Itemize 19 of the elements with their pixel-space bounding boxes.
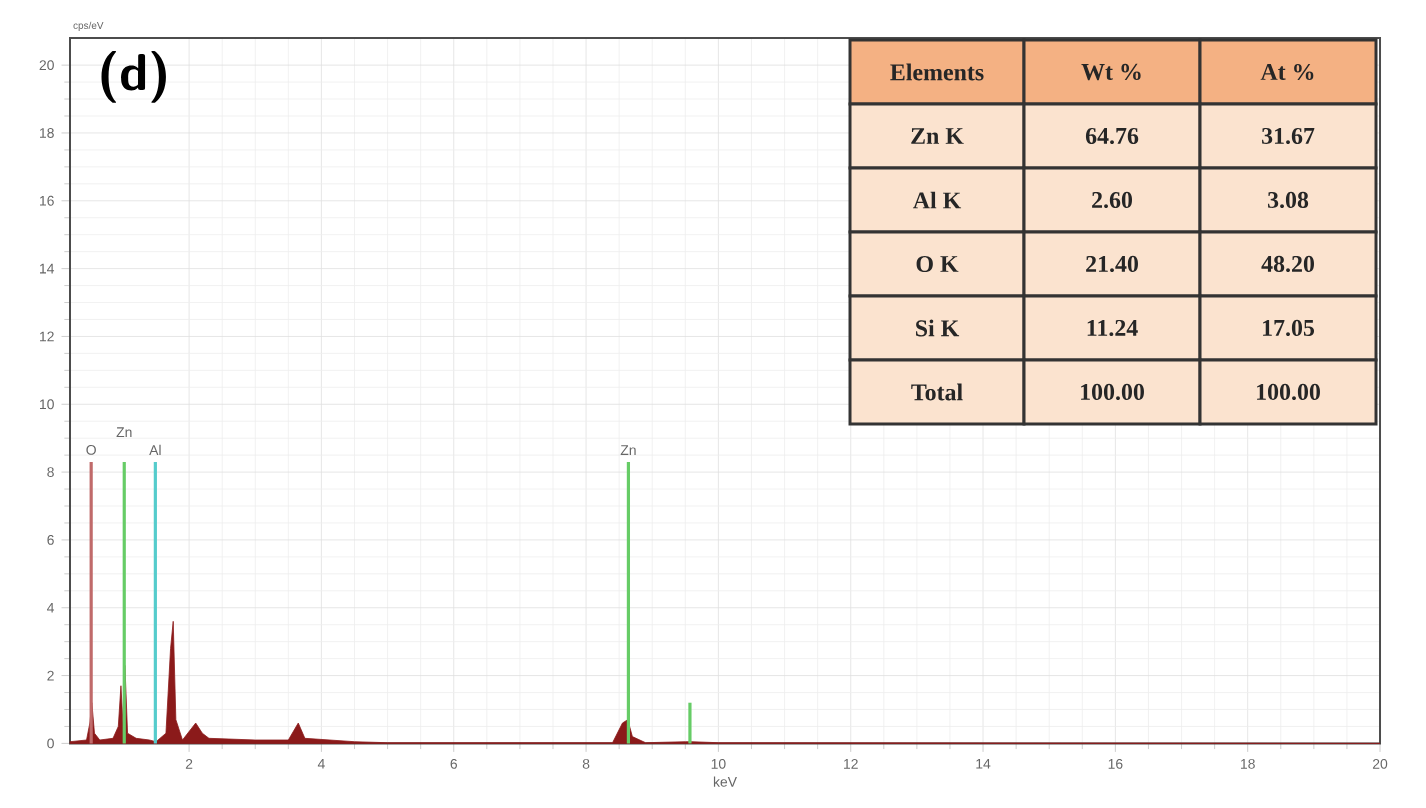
annotation: Wt % — [1081, 63, 1141, 81]
annotation: 100.00 — [1081, 383, 1144, 401]
annotation: Elements — [890, 63, 984, 81]
annotation: 17.05 — [1263, 319, 1315, 337]
annotation: Al K — [912, 191, 962, 209]
annotation: Total — [911, 383, 963, 401]
annotation: 64.76 — [1085, 127, 1139, 145]
annotation: 100.00 — [1257, 383, 1320, 401]
annotation: At % — [1260, 63, 1314, 81]
annotation: 3.08 — [1268, 191, 1309, 209]
annotation: 11.24 — [1087, 319, 1138, 337]
annotation: 21.40 — [1086, 255, 1138, 273]
annotation: 31.67 — [1262, 127, 1315, 145]
annotation: Si K — [916, 319, 960, 337]
annotation: (d) — [101, 51, 166, 103]
annotation: O K — [916, 255, 959, 273]
annotation: Zn K — [911, 128, 964, 144]
annotation: 48.20 — [1261, 255, 1314, 273]
annotation: 2.60 — [1092, 191, 1133, 209]
